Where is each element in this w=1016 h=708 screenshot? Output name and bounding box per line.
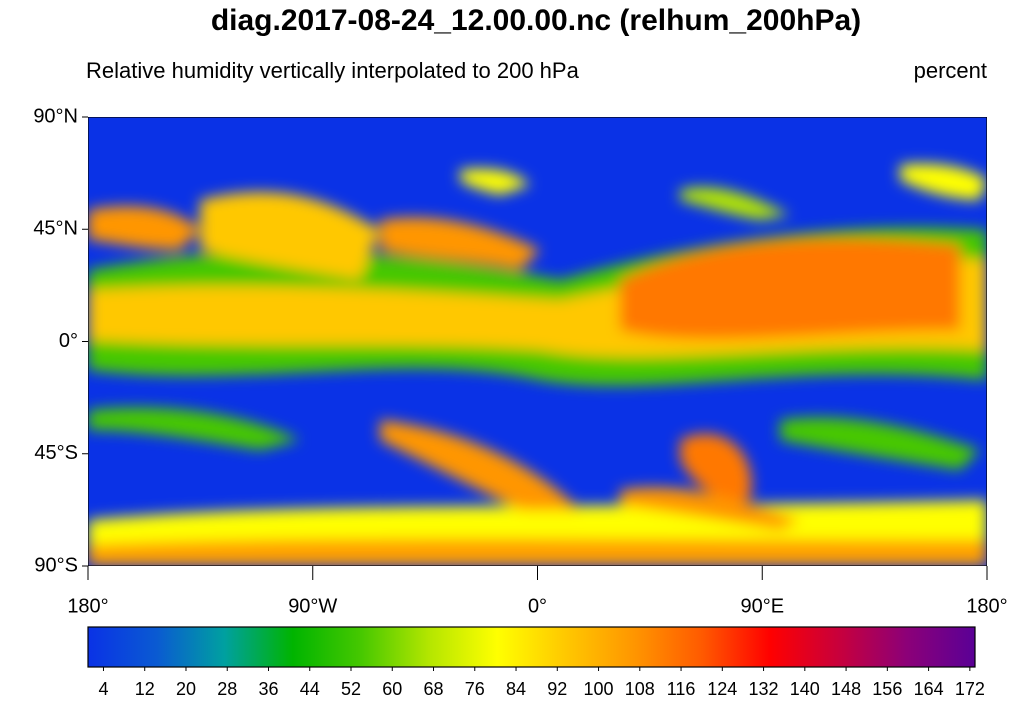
chart-title: diag.2017-08-24_12.00.00.nc (relhum_200h…	[211, 4, 861, 37]
colorbar-tick-label: 108	[625, 679, 655, 699]
colorbar-tick-label: 52	[341, 679, 361, 699]
x-tick-label: 180°	[67, 595, 108, 617]
x-tick-label: 180°	[966, 595, 1007, 617]
colorbar-tick-label: 132	[749, 679, 779, 699]
colorbar-tick-label: 100	[584, 679, 614, 699]
units: percent	[914, 58, 987, 83]
colorbar-tick-label: 124	[707, 679, 737, 699]
y-tick-label: 90°N	[33, 105, 78, 127]
field-pattern	[88, 163, 987, 566]
y-tick-label: 45°N	[33, 218, 78, 240]
subtitle: Relative humidity vertically interpolate…	[86, 58, 580, 83]
x-tick-label: 90°W	[288, 595, 337, 617]
colorbar-tick-label: 44	[300, 679, 320, 699]
x-tick-label: 0°	[528, 595, 547, 617]
colorbar-tick-label: 84	[506, 679, 526, 699]
colorbar-tick-label: 60	[382, 679, 402, 699]
colorbar-tick-label: 92	[547, 679, 567, 699]
colorbar-tick-label: 76	[465, 679, 485, 699]
colorbar-tick-label: 156	[872, 679, 902, 699]
colorbar-tick-label: 12	[135, 679, 155, 699]
colorbar-tick-label: 172	[955, 679, 985, 699]
y-tick-label: 45°S	[34, 442, 78, 464]
colorbar-tick-label: 28	[217, 679, 237, 699]
colorbar	[87, 626, 976, 668]
colorbar-tick-label: 140	[790, 679, 820, 699]
field	[88, 117, 987, 566]
colorbar-tick-label: 116	[667, 679, 696, 699]
colorbar-tick-label: 36	[258, 679, 278, 699]
colorbar-tick-label: 68	[424, 679, 444, 699]
y-tick-label: 0°	[59, 330, 78, 352]
colorbar-tick-label: 20	[176, 679, 196, 699]
colorbar-tick-label: 148	[831, 679, 861, 699]
y-tick-label: 90°S	[34, 554, 78, 576]
colorbar-tick-label: 4	[98, 679, 108, 699]
colorbar-tick-label: 164	[914, 679, 944, 699]
x-tick-label: 90°E	[740, 595, 784, 617]
